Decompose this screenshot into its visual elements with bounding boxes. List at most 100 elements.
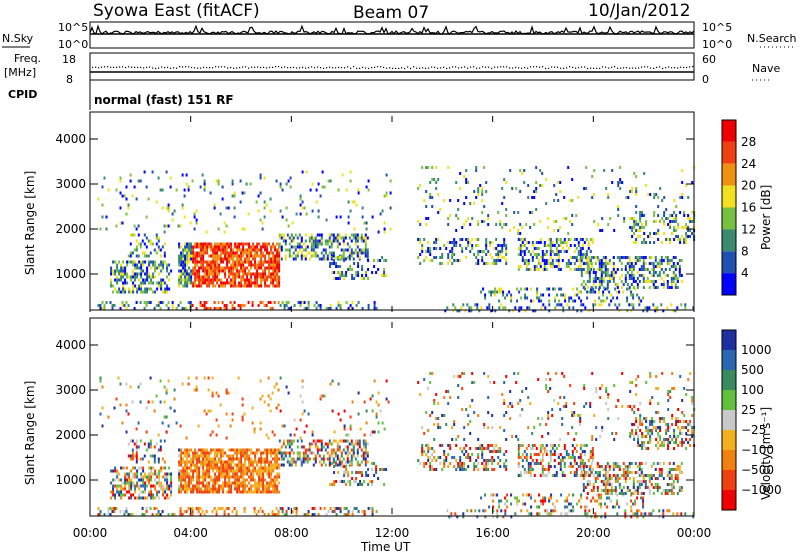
echo-cell [583, 486, 585, 489]
echo-cell [276, 473, 278, 476]
echo-cell [548, 465, 550, 468]
echo-cell [605, 468, 607, 471]
echo-cell [250, 183, 252, 186]
echo-cell [657, 477, 659, 480]
echo-cell [186, 255, 188, 258]
echo-cell [268, 285, 270, 288]
echo-cell [641, 241, 643, 244]
echo-cell [607, 489, 609, 492]
echo-cell [550, 459, 552, 462]
echo-cell [451, 250, 453, 253]
echo-cell [130, 470, 132, 473]
echo-cell [447, 241, 449, 244]
echo-cell [281, 452, 283, 455]
echo-cell [661, 468, 663, 471]
echo-cell [240, 264, 242, 267]
echo-cell [457, 217, 459, 220]
echo-cell [222, 285, 224, 288]
echo-cell [136, 485, 138, 488]
echo-cell [276, 507, 278, 510]
echo-cell [518, 444, 520, 447]
echo-cell [220, 279, 222, 282]
echo-cell [166, 285, 168, 288]
echo-cell [204, 377, 206, 380]
echo-cell [299, 234, 301, 237]
echo-cell [148, 461, 150, 464]
echo-cell [631, 277, 633, 280]
echo-cell [226, 267, 228, 270]
echo-cell [254, 258, 256, 261]
echo-cell [647, 426, 649, 429]
echo-cell [350, 210, 352, 213]
echo-cell [614, 288, 616, 291]
echo-cell [194, 389, 196, 392]
echo-cell [559, 190, 561, 193]
echo-cell [613, 280, 615, 283]
echo-cell [485, 238, 487, 241]
echo-cell [569, 220, 571, 223]
echo-cell [427, 247, 429, 250]
echo-cell [102, 204, 104, 207]
echo-cell [354, 228, 356, 231]
echo-cell [550, 444, 552, 447]
echo-cell [156, 267, 158, 270]
echo-cell [200, 464, 202, 467]
echo-cell [276, 252, 278, 255]
echo-cell [270, 464, 272, 467]
echo-cell [480, 497, 482, 500]
echo-cell [148, 494, 150, 497]
echo-cell [653, 474, 655, 477]
echo-cell [351, 440, 353, 443]
echo-cell [345, 440, 347, 443]
echo-cell [250, 246, 252, 249]
echo-cell [160, 264, 162, 267]
echo-cell [210, 279, 212, 282]
echo-cell [206, 252, 208, 255]
echo-cell [246, 285, 248, 288]
echo-cell [307, 455, 309, 458]
echo-cell [671, 283, 673, 286]
echo-cell [334, 507, 336, 510]
echo-cell [495, 444, 497, 447]
echo-cell [214, 452, 216, 455]
echo-cell [112, 273, 114, 276]
echo-cell [287, 461, 289, 464]
echo-cell [200, 258, 202, 261]
echo-cell [560, 465, 562, 468]
echo-cell [238, 276, 240, 279]
echo-cell [112, 261, 114, 264]
echo-cell [186, 464, 188, 467]
echo-cell [544, 262, 546, 265]
echo-cell [192, 491, 194, 494]
echo-cell [497, 211, 499, 214]
echo-cell [150, 261, 152, 264]
echo-cell [230, 249, 232, 252]
echo-cell [250, 485, 252, 488]
echo-cell [164, 243, 166, 246]
echo-cell [264, 485, 266, 488]
echo-cell [262, 470, 264, 473]
echo-cell [467, 465, 469, 468]
echo-cell [214, 488, 216, 491]
echo-cell [683, 214, 685, 217]
echo-cell [594, 500, 596, 503]
echo-cell [146, 476, 148, 479]
echo-cell [518, 450, 520, 453]
echo-cell [500, 500, 502, 503]
echo-cell [200, 507, 202, 510]
echo-cell [333, 465, 335, 468]
echo-cell [124, 479, 126, 482]
echo-cell [491, 241, 493, 244]
echo-cell [588, 247, 590, 250]
echo-cell [526, 456, 528, 459]
echo-cell [112, 304, 114, 307]
echo-cell [200, 282, 202, 285]
echo-cell [673, 429, 675, 432]
echo-cell [192, 507, 194, 510]
echo-cell [502, 306, 504, 309]
echo-cell [248, 249, 250, 252]
echo-cell [224, 479, 226, 482]
echo-cell [124, 510, 126, 513]
echo-cell [469, 459, 471, 462]
echo-cell [124, 282, 126, 285]
